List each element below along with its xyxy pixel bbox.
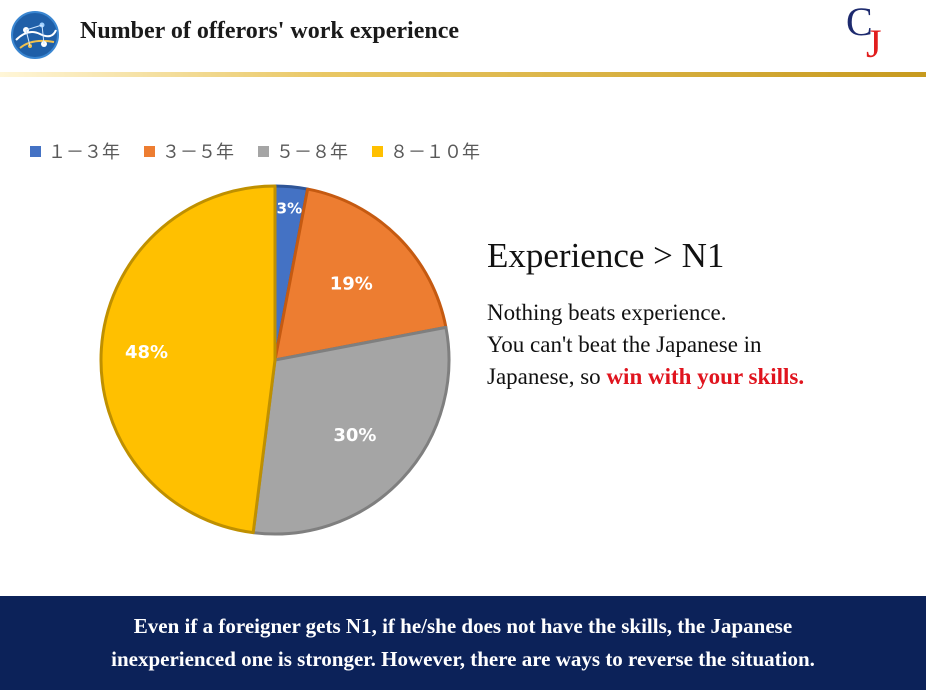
legend-label: ３－５年 — [162, 142, 234, 163]
legend-item: ８－１０年 — [372, 138, 480, 164]
legend-swatch — [30, 145, 41, 157]
footer-text: Even if a foreigner gets N1, if he/she d… — [13, 610, 913, 676]
footer-banner: Even if a foreigner gets N1, if he/she d… — [0, 596, 926, 690]
chart-legend: １－３年 ３－５年 ５－８年 ８－１０年 — [30, 138, 504, 164]
side-highlight: win with your skills. — [606, 364, 805, 389]
brand-logo: C J — [838, 2, 896, 66]
side-line: You can't beat the Japanese in — [487, 332, 762, 357]
legend-label: １－３年 — [48, 142, 120, 163]
data-label: 19% — [330, 274, 373, 295]
data-label: 30% — [333, 425, 376, 446]
brand-letter-j: J — [866, 21, 882, 66]
brand-letter-c: C — [846, 0, 873, 44]
data-label: 3% — [277, 200, 302, 218]
legend-swatch — [258, 145, 269, 157]
legend-swatch — [372, 145, 383, 157]
pie-chart: 3% 19% 30% 48% — [99, 184, 451, 536]
side-heading: Experience > N1 — [487, 236, 725, 275]
legend-item: ５－８年 — [258, 138, 348, 164]
legend-item: １－３年 — [30, 138, 120, 164]
pie-slice — [251, 325, 451, 536]
globe-logo-icon — [11, 11, 59, 59]
footer-line: inexperienced one is stronger. However, … — [111, 647, 815, 671]
pie-slice — [99, 184, 277, 535]
data-label: 48% — [125, 342, 168, 363]
header: Number of offerors' work experience C J — [0, 0, 926, 72]
side-line-prefix: Japanese, so — [487, 364, 607, 389]
side-text: Nothing beats experience. You can't beat… — [487, 297, 804, 393]
side-line: Japanese, so win with your skills. — [487, 361, 804, 393]
footer-line: Even if a foreigner gets N1, if he/she d… — [133, 614, 793, 638]
legend-swatch — [144, 145, 155, 157]
side-line: Nothing beats experience. — [487, 300, 727, 325]
header-divider — [0, 72, 926, 77]
pie-slice — [273, 187, 448, 362]
legend-item: ３－５年 — [144, 138, 234, 164]
legend-label: ５－８年 — [276, 142, 348, 163]
page-title: Number of offerors' work experience — [80, 18, 460, 44]
legend-label: ８－１０年 — [390, 142, 480, 163]
